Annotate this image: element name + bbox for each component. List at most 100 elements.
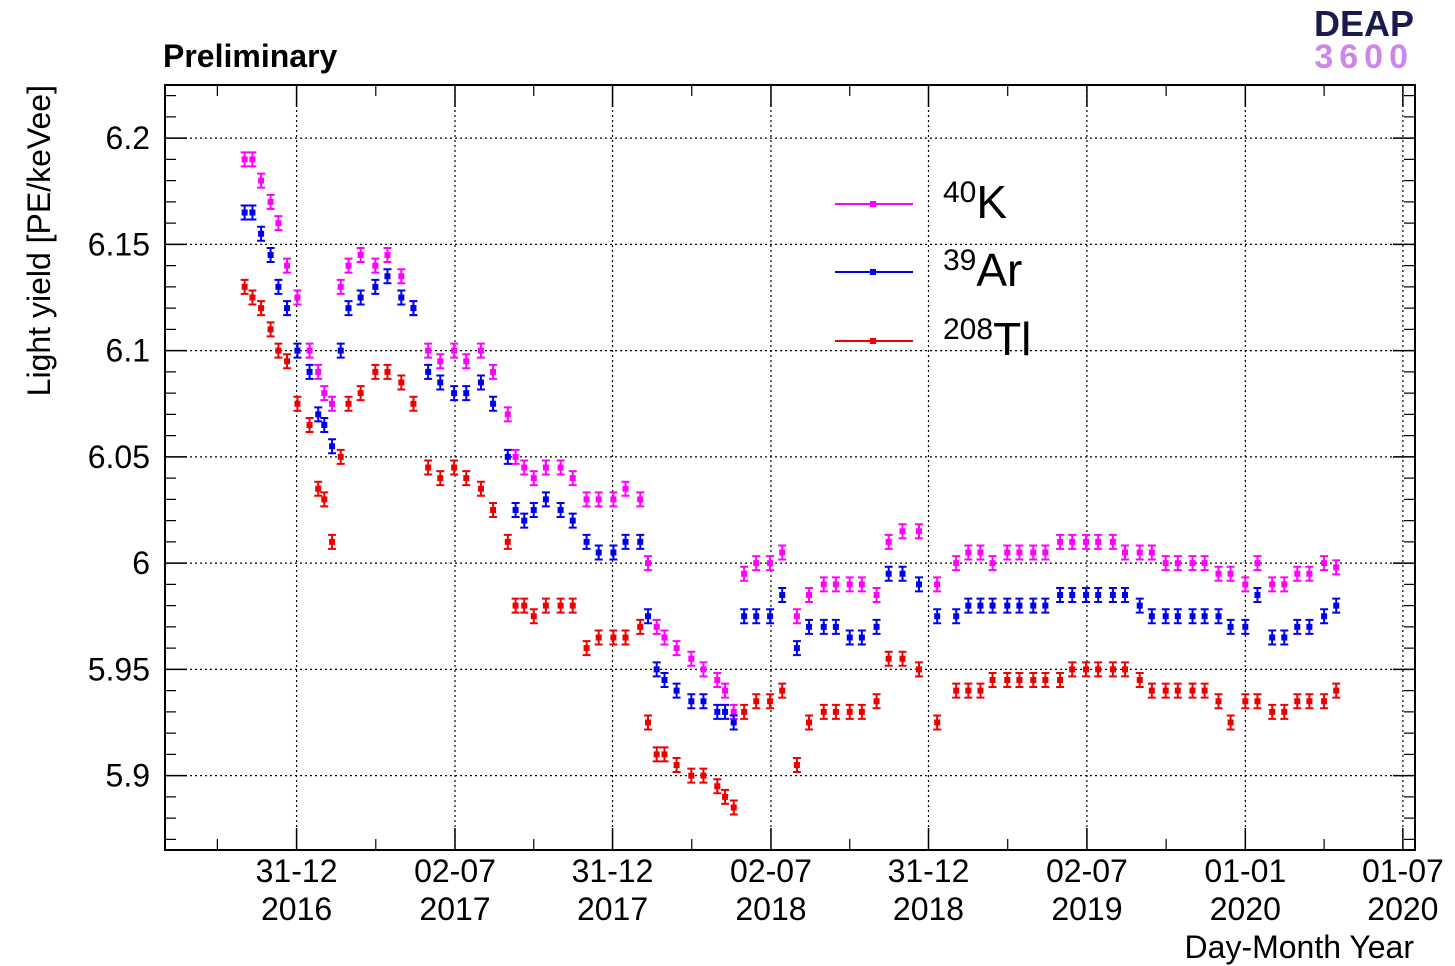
data-point — [805, 618, 814, 635]
data-point — [489, 363, 498, 380]
data-point — [489, 395, 498, 412]
point-marker — [934, 719, 941, 726]
point-marker — [384, 368, 391, 375]
point-marker — [622, 538, 629, 545]
data-point — [845, 576, 854, 593]
data-point — [792, 608, 801, 625]
point-marker — [1242, 698, 1249, 705]
point-marker — [714, 783, 721, 790]
data-point — [672, 757, 681, 773]
y-tick-label: 6.2 — [106, 120, 150, 156]
point-marker — [530, 613, 537, 620]
x-axis-title: Day-Month Year — [1185, 929, 1415, 965]
data-point — [752, 608, 761, 625]
data-point — [240, 151, 249, 168]
point-marker — [557, 507, 564, 513]
data-point — [1121, 544, 1130, 561]
data-point — [1121, 661, 1130, 678]
data-point — [872, 587, 881, 603]
point-marker — [284, 305, 291, 312]
point-marker — [1057, 677, 1064, 683]
point-marker — [1294, 698, 1301, 705]
point-marker — [315, 368, 322, 375]
point-marker — [1227, 570, 1234, 577]
data-point — [1041, 597, 1050, 614]
point-marker — [321, 390, 328, 397]
data-point — [740, 565, 749, 582]
data-point — [266, 193, 275, 210]
data-point — [778, 682, 787, 699]
point-marker — [1162, 687, 1169, 694]
point-marker — [595, 634, 602, 641]
data-point — [1173, 608, 1182, 625]
data-point — [503, 406, 512, 423]
point-marker — [767, 613, 774, 620]
point-marker — [1083, 538, 1090, 545]
point-marker — [569, 602, 576, 609]
legend-marker — [870, 201, 876, 207]
data-point — [1094, 661, 1103, 678]
x-tick-label: 02-07 — [414, 853, 496, 889]
data-point — [1214, 565, 1223, 582]
point-marker — [398, 379, 405, 386]
data-point — [1147, 608, 1156, 625]
point-marker — [512, 602, 519, 609]
point-marker — [490, 507, 497, 513]
legend-marker — [870, 269, 876, 275]
data-point — [621, 480, 630, 497]
data-point — [872, 693, 881, 710]
data-point — [1241, 618, 1250, 635]
x-tick-label: 31-12 — [572, 853, 654, 889]
point-marker — [1201, 687, 1208, 694]
data-point — [1332, 682, 1341, 699]
point-marker — [965, 602, 972, 609]
legend-entry-k: 40K — [835, 176, 1007, 228]
point-marker — [899, 655, 906, 662]
point-marker — [832, 581, 839, 588]
data-point — [609, 544, 618, 561]
point-marker — [730, 708, 737, 715]
data-point — [240, 278, 249, 295]
point-marker — [673, 687, 680, 694]
data-point — [1003, 544, 1012, 561]
point-marker — [722, 708, 729, 715]
point-marker — [357, 294, 364, 301]
data-point — [898, 650, 907, 667]
point-marker — [337, 283, 344, 290]
data-point — [1253, 587, 1262, 603]
point-marker — [258, 177, 265, 184]
data-point — [257, 225, 266, 242]
point-marker — [249, 156, 256, 163]
point-marker — [284, 358, 291, 365]
point-marker — [512, 507, 519, 513]
point-marker — [1174, 687, 1181, 694]
point-marker — [1306, 623, 1313, 630]
point-marker — [722, 793, 729, 800]
point-marker — [530, 475, 537, 482]
point-marker — [521, 464, 528, 471]
point-marker — [1269, 634, 1276, 641]
point-marker — [315, 411, 322, 418]
data-point — [644, 555, 653, 572]
point-marker — [1189, 560, 1196, 567]
data-point — [1305, 565, 1314, 582]
point-marker — [306, 422, 313, 428]
data-point — [450, 459, 459, 476]
data-point — [462, 353, 471, 370]
point-marker — [477, 347, 484, 354]
data-point — [652, 618, 661, 635]
point-marker — [1294, 570, 1301, 577]
data-point — [1015, 597, 1024, 614]
point-marker — [730, 719, 737, 726]
point-marker — [753, 613, 760, 620]
point-marker — [1057, 538, 1064, 545]
data-point — [274, 278, 283, 295]
data-point — [328, 533, 337, 550]
data-point — [636, 533, 645, 550]
data-point — [1320, 608, 1329, 625]
point-marker — [595, 549, 602, 556]
point-marker — [846, 708, 853, 715]
point-marker — [437, 475, 444, 482]
data-point — [1135, 597, 1144, 614]
point-marker — [885, 538, 892, 545]
